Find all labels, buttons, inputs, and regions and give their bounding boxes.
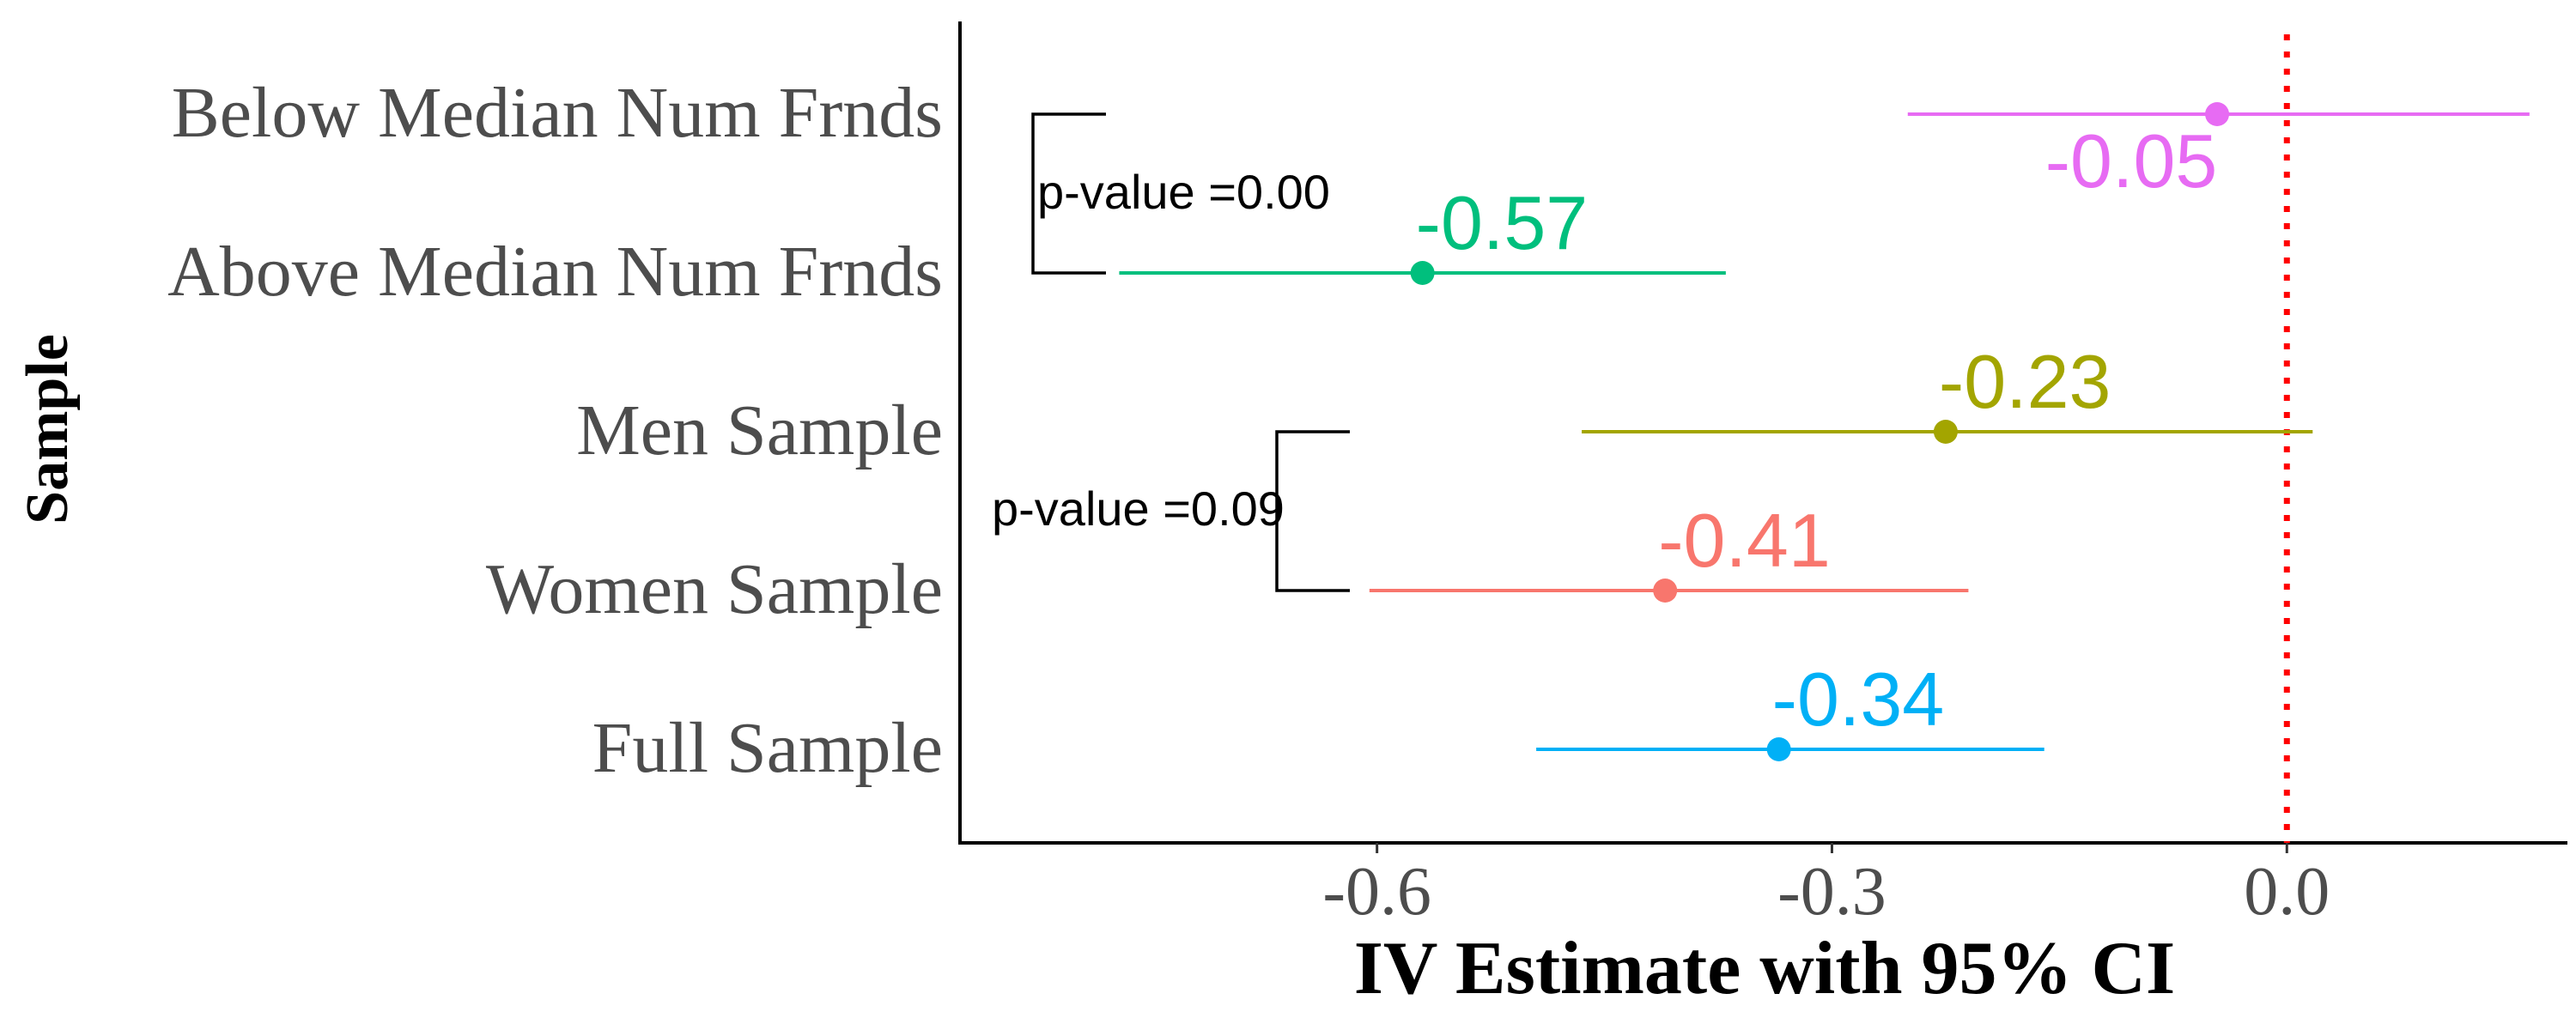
- x-axis-title: IV Estimate with 95% CI: [1354, 927, 2176, 1010]
- estimate-point: [1653, 579, 1678, 603]
- estimate-point: [2205, 102, 2230, 126]
- category-label: Below Median Num Frnds: [172, 73, 943, 153]
- estimate-point: [1766, 737, 1791, 761]
- category-label: Above Median Num Frnds: [167, 232, 943, 312]
- y-axis-title: Sample: [15, 334, 81, 524]
- x-tick-label: 0.0: [2244, 854, 2330, 930]
- value-label: -0.05: [2045, 118, 2218, 203]
- value-label: -0.34: [1772, 657, 1945, 742]
- axes: [958, 21, 2567, 845]
- estimate-point: [1410, 261, 1435, 285]
- value-label: -0.57: [1416, 180, 1589, 265]
- estimates: -0.05 -0.57 -0.23 -0.41 -0.34: [1119, 102, 2530, 761]
- value-label: -0.23: [1939, 339, 2111, 424]
- bracket: [1031, 112, 1106, 275]
- estimate-point: [1933, 420, 1958, 444]
- category-label: Men Sample: [576, 391, 943, 470]
- x-tick-label: -0.3: [1777, 854, 1886, 930]
- p-value-brackets: p-value =0.00 p-value =0.09: [992, 112, 1350, 592]
- x-tick-label: -0.6: [1322, 854, 1431, 930]
- value-label: -0.41: [1658, 498, 1831, 583]
- category-labels: Below Median Num Frnds Above Median Num F…: [167, 73, 943, 788]
- category-label: Full Sample: [592, 708, 943, 788]
- bracket: [1275, 430, 1350, 592]
- x-ticks: -0.6 -0.3 0.0: [1322, 843, 2330, 930]
- p-value-label: p-value =0.00: [1037, 165, 1330, 219]
- category-label: Women Sample: [486, 549, 943, 629]
- p-value-label: p-value =0.09: [992, 482, 1285, 536]
